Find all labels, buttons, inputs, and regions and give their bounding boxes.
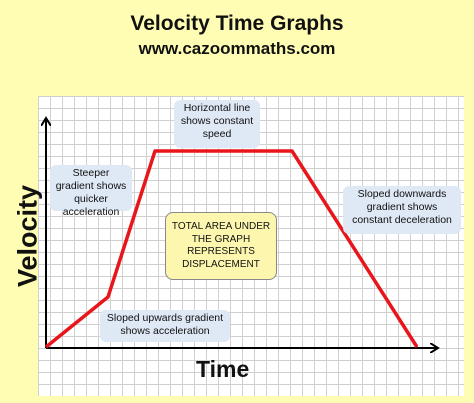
- note-horizontal-line: Horizontal line shows constant speed: [174, 100, 260, 148]
- website-link[interactable]: www.cazoommaths.com: [138, 39, 336, 58]
- note-sloped-upwards: Sloped upwards gradient shows accelerati…: [100, 310, 230, 342]
- note-steeper-gradient: Steeper gradient shows quicker accelerat…: [50, 165, 132, 218]
- page-title: Velocity Time Graphs: [130, 12, 344, 35]
- y-axis-label: Velocity: [12, 184, 43, 288]
- note-sloped-downwards: Sloped downwards gradient shows constant…: [343, 186, 461, 234]
- area-note-box: TOTAL AREA UNDER THE GRAPH REPRESENTS DI…: [165, 212, 277, 280]
- velocity-time-line: [44, 149, 419, 349]
- area-note-text: TOTAL AREA UNDER THE GRAPH REPRESENTS DI…: [171, 221, 271, 270]
- x-axis-label: Time: [196, 356, 250, 382]
